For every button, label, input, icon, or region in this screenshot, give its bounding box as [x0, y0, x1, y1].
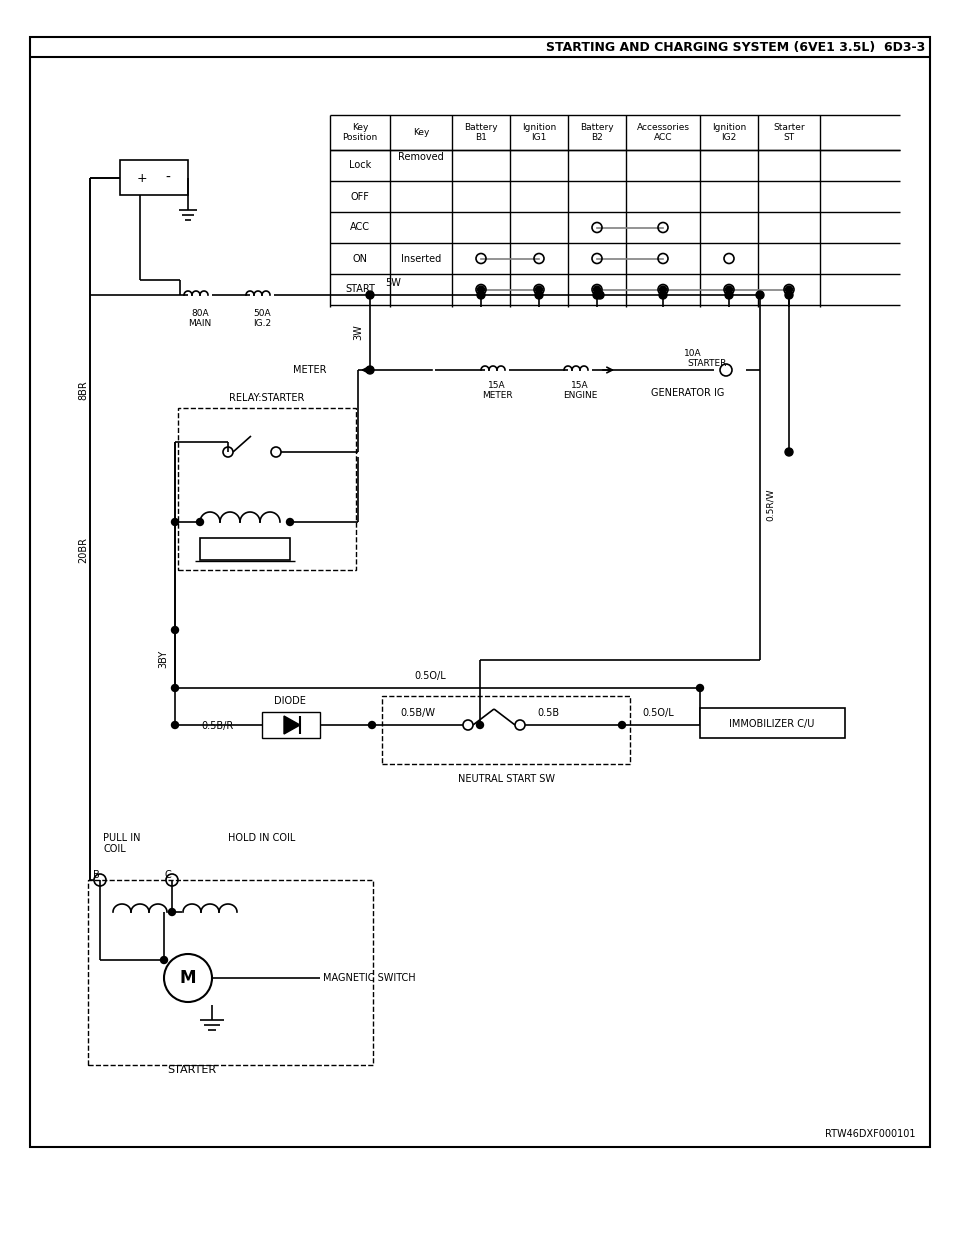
- Text: MAGNETIC SWITCH: MAGNETIC SWITCH: [323, 972, 416, 982]
- Text: RELAY:STARTER: RELAY:STARTER: [229, 392, 304, 402]
- Text: Battery
B1: Battery B1: [465, 123, 498, 142]
- Text: Battery
B2: Battery B2: [580, 123, 613, 142]
- Circle shape: [286, 518, 294, 525]
- Polygon shape: [284, 715, 300, 734]
- Circle shape: [172, 626, 179, 633]
- Circle shape: [726, 286, 732, 293]
- Text: +: +: [136, 171, 147, 185]
- Text: Ignition
IG2: Ignition IG2: [712, 123, 746, 142]
- Circle shape: [659, 291, 667, 299]
- Text: PULL IN: PULL IN: [103, 833, 140, 843]
- Text: HOLD IN COIL: HOLD IN COIL: [228, 833, 296, 843]
- Circle shape: [660, 286, 666, 293]
- Text: Key
Position: Key Position: [343, 123, 377, 142]
- Text: Key: Key: [413, 128, 429, 137]
- Text: COIL: COIL: [103, 845, 126, 854]
- Text: 5W: 5W: [385, 278, 401, 288]
- Bar: [88, 881, 373, 1064]
- Circle shape: [172, 684, 179, 692]
- Text: 50A: 50A: [253, 308, 271, 318]
- Text: OFF: OFF: [350, 191, 370, 201]
- Bar: [30, 37, 930, 1148]
- Text: 3W: 3W: [353, 324, 363, 340]
- Text: ON: ON: [352, 253, 368, 263]
- Text: IG.2: IG.2: [252, 318, 271, 328]
- Circle shape: [593, 291, 601, 299]
- Text: Ignition
IG1: Ignition IG1: [522, 123, 556, 142]
- Bar: [200, 538, 290, 560]
- Circle shape: [366, 291, 374, 299]
- Circle shape: [169, 908, 176, 915]
- Circle shape: [535, 291, 543, 299]
- Text: METER: METER: [482, 391, 513, 400]
- Circle shape: [756, 291, 764, 299]
- Circle shape: [476, 722, 484, 729]
- Text: 0.5R/W: 0.5R/W: [765, 489, 775, 522]
- Circle shape: [697, 684, 704, 692]
- Bar: [382, 696, 630, 764]
- Circle shape: [618, 722, 626, 729]
- Text: 20BR: 20BR: [78, 537, 88, 563]
- Text: Accessories
ACC: Accessories ACC: [636, 123, 689, 142]
- Text: Removed: Removed: [398, 153, 444, 163]
- Circle shape: [785, 286, 793, 293]
- Text: 8BR: 8BR: [78, 380, 88, 400]
- Text: 15A: 15A: [489, 381, 506, 390]
- Text: 0.5O/L: 0.5O/L: [414, 671, 445, 681]
- Circle shape: [172, 722, 179, 729]
- Text: 10A: 10A: [684, 349, 702, 358]
- Text: STARTER: STARTER: [167, 1064, 217, 1076]
- Circle shape: [785, 448, 793, 456]
- Circle shape: [477, 291, 485, 299]
- Circle shape: [725, 291, 733, 299]
- Text: 0.5B/W: 0.5B/W: [400, 708, 436, 718]
- Text: C: C: [164, 869, 172, 881]
- Text: MAIN: MAIN: [188, 318, 211, 328]
- Circle shape: [160, 956, 167, 964]
- Text: RTW46DXF000101: RTW46DXF000101: [825, 1129, 915, 1139]
- Circle shape: [477, 286, 485, 293]
- Text: IMMOBILIZER C/U: IMMOBILIZER C/U: [730, 719, 815, 729]
- Text: DIODE: DIODE: [274, 696, 306, 705]
- Bar: [178, 409, 356, 570]
- Text: STARTER: STARTER: [687, 359, 727, 368]
- Circle shape: [785, 291, 793, 299]
- Text: STARTING AND CHARGING SYSTEM (6VE1 3.5L)  6D3-3: STARTING AND CHARGING SYSTEM (6VE1 3.5L)…: [545, 41, 925, 53]
- Text: B: B: [92, 869, 100, 881]
- Circle shape: [369, 722, 375, 729]
- Text: START: START: [345, 284, 375, 294]
- Text: Lock: Lock: [348, 160, 372, 170]
- Text: METER: METER: [294, 365, 327, 375]
- Text: ENGINE: ENGINE: [563, 391, 597, 400]
- Text: 0.5B/R: 0.5B/R: [202, 722, 234, 732]
- Text: 0.5B: 0.5B: [537, 708, 559, 718]
- Text: 15A: 15A: [571, 381, 588, 390]
- Circle shape: [172, 518, 179, 525]
- Text: Inserted: Inserted: [401, 253, 442, 263]
- Circle shape: [197, 518, 204, 525]
- Text: Starter
ST: Starter ST: [773, 123, 804, 142]
- Text: NEUTRAL START SW: NEUTRAL START SW: [458, 774, 555, 784]
- Text: -: -: [165, 171, 171, 185]
- Bar: [120, 160, 188, 195]
- Bar: [700, 708, 845, 738]
- Bar: [262, 712, 320, 738]
- Text: 80A: 80A: [191, 308, 209, 318]
- Text: M: M: [180, 969, 196, 987]
- Circle shape: [366, 366, 374, 374]
- Circle shape: [596, 291, 604, 299]
- Circle shape: [593, 286, 601, 293]
- Text: 0.5O/L: 0.5O/L: [642, 708, 674, 718]
- Text: 3BY: 3BY: [158, 650, 168, 668]
- Circle shape: [536, 286, 542, 293]
- Text: GENERATOR IG: GENERATOR IG: [651, 388, 725, 397]
- Text: ACC: ACC: [350, 222, 370, 232]
